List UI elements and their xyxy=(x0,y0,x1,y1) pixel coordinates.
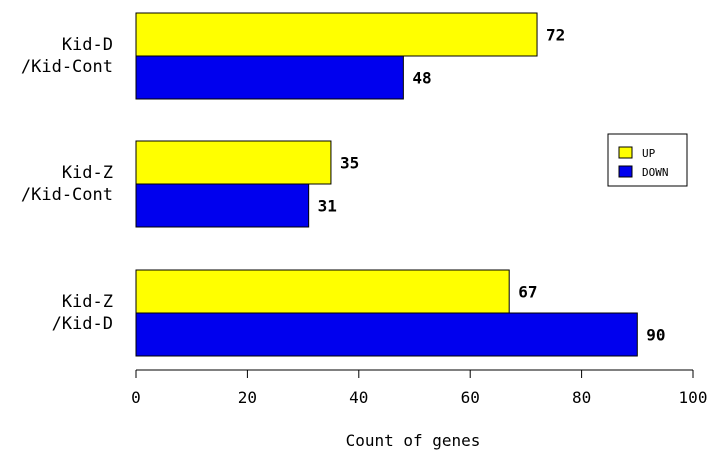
bar-up-2 xyxy=(135,269,510,314)
value-label-up-1: 35 xyxy=(340,154,359,173)
category-label-0-line-1: /Kid-Cont xyxy=(21,57,113,77)
x-tick-label-2: 40 xyxy=(349,388,368,407)
value-label-up-2: 67 xyxy=(518,283,537,302)
bar-up-0 xyxy=(135,12,538,57)
category-label-2-line-0: Kid-Z xyxy=(62,292,113,312)
category-label-1-line-1: /Kid-Cont xyxy=(21,185,113,205)
legend-swatch-up xyxy=(618,146,633,159)
value-label-down-0: 48 xyxy=(412,69,431,88)
legend-swatch-down xyxy=(618,165,633,178)
bar-down-2 xyxy=(135,312,638,357)
value-label-down-2: 90 xyxy=(646,326,665,345)
x-tick-label-5: 100 xyxy=(679,388,708,407)
bars-group xyxy=(135,12,638,357)
value-labels-group: 72 48 35 31 67 90 xyxy=(318,26,666,345)
legend: UP DOWN xyxy=(607,133,688,187)
category-label-1-line-0: Kid-Z xyxy=(62,163,113,183)
value-label-up-0: 72 xyxy=(546,26,565,45)
value-label-down-1: 31 xyxy=(318,197,337,216)
legend-label-up: UP xyxy=(642,147,656,160)
bar-down-0 xyxy=(135,55,404,100)
x-tick-label-3: 60 xyxy=(461,388,480,407)
x-tick-label-1: 20 xyxy=(238,388,257,407)
x-tick-label-0: 0 xyxy=(131,388,141,407)
legend-label-down: DOWN xyxy=(642,166,669,179)
category-label-2-line-1: /Kid-D xyxy=(52,314,113,334)
bar-down-1 xyxy=(135,183,310,228)
x-tick-label-4: 80 xyxy=(572,388,591,407)
bar-up-1 xyxy=(135,140,332,185)
category-label-0-line-0: Kid-D xyxy=(62,35,113,55)
x-axis-title: Count of genes xyxy=(346,431,481,450)
x-axis: 0 20 40 60 80 100 xyxy=(131,369,708,407)
